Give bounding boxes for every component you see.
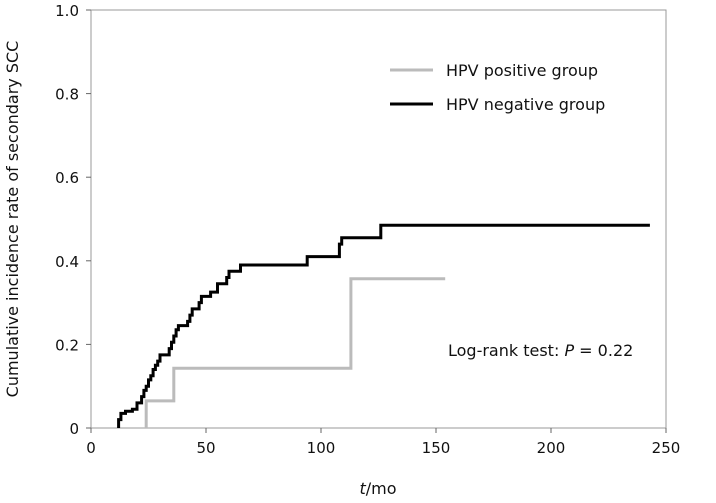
legend: HPV positive group HPV negative group — [390, 61, 605, 114]
x-tick-label: 150 — [422, 439, 451, 457]
annotation-p: P — [564, 341, 574, 360]
legend-label-hpv-negative: HPV negative group — [446, 95, 605, 114]
x-tick-label: 100 — [307, 439, 336, 457]
annotation-value: = 0.22 — [574, 341, 633, 360]
series-line-hpv-negative — [117, 223, 650, 428]
logrank-annotation: Log-rank test: P = 0.22 — [448, 341, 633, 360]
series-line-hpv-positive — [144, 277, 446, 428]
y-tick-label: 1.0 — [55, 2, 79, 20]
y-tick-label: 0.6 — [55, 169, 79, 187]
plot-frame — [90, 9, 667, 429]
x-axis-label: t/mo — [359, 479, 396, 498]
x-axis-label-unit: /mo — [366, 479, 397, 498]
y-axis-label: Cumulative incidence rate of secondary S… — [3, 41, 22, 398]
y-tick-label: 0.4 — [55, 253, 79, 271]
x-tick-label: 250 — [652, 439, 681, 457]
x-tick-label: 50 — [196, 439, 215, 457]
x-tick-label: 0 — [86, 439, 96, 457]
y-tick-label: 0.2 — [55, 336, 79, 354]
y-tick-label: 0 — [69, 420, 79, 438]
y-tick-label: 0.8 — [55, 86, 79, 104]
x-axis-label-italic: t — [359, 479, 366, 498]
axes: 0 50 100 150 200 250 0 0.2 0.4 0.6 0.8 1.0 — [55, 2, 680, 457]
annotation-prefix: Log-rank test: — [448, 341, 564, 360]
legend-label-hpv-positive: HPV positive group — [446, 61, 598, 80]
series-group — [117, 223, 650, 428]
x-tick-label: 200 — [537, 439, 566, 457]
